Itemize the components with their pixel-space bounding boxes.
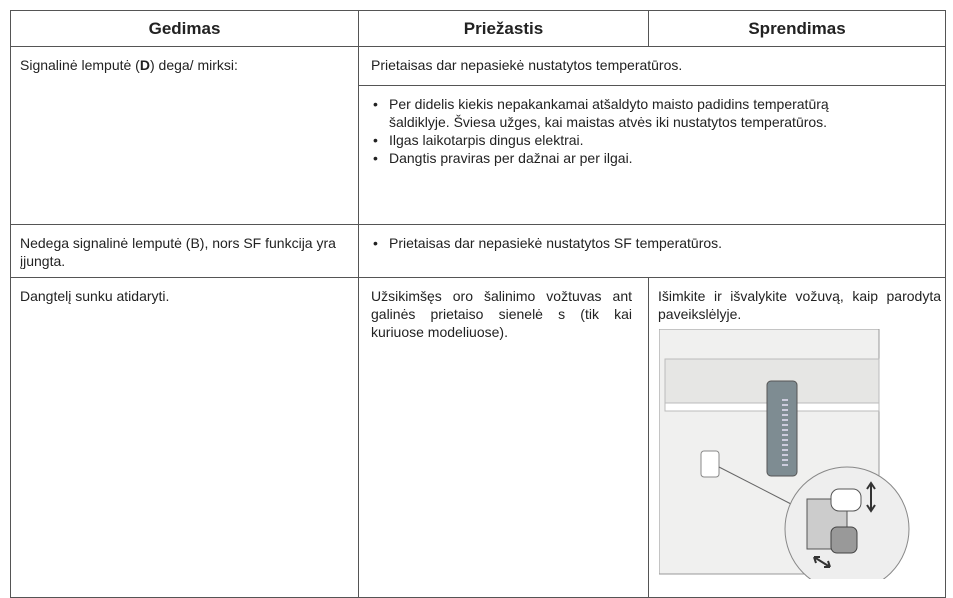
fault-cell: Signalinė lemputė (D) dega/ mirksi:: [10, 46, 359, 225]
fault-cell: Nedega signalinė lemputė (B), nors SF fu…: [10, 224, 359, 278]
text: Prietaisas dar nepasiekė nustatytos temp…: [371, 57, 683, 73]
text: Nedega signalinė lemputė (B), nors SF fu…: [20, 235, 336, 269]
text: Išimkite ir išvalykite vožuvą, kaip paro…: [658, 288, 941, 322]
bullet: Dangtis praviras per dažnai ar per ilgai…: [373, 149, 875, 167]
row: Nedega signalinė lemputė (B), nors SF fu…: [10, 224, 946, 278]
fault-cell: Dangtelį sunku atidaryti.: [10, 277, 359, 598]
cause-cell: Prietaisas dar nepasiekė nustatytos temp…: [358, 46, 946, 86]
text: Užsikimšęs oro šalinimo vožtuvas ant gal…: [371, 288, 632, 340]
header-row: Gedimas Priežastis Sprendimas: [10, 10, 946, 47]
text: ) dega/ mirksi:: [149, 57, 238, 73]
header-cell: Priežastis: [358, 10, 649, 47]
text: D: [139, 57, 150, 73]
header-cell: Sprendimas: [648, 10, 946, 47]
header-cell: Gedimas: [10, 10, 359, 47]
bullet: Ilgas laikotarpis dingus elektrai.: [373, 131, 875, 149]
bullet: Prietaisas dar nepasiekė nustatytos SF t…: [373, 234, 875, 252]
row: Signalinė lemputė (D) dega/ mirksi: Prie…: [10, 46, 946, 225]
cause-cell: Užsikimšęs oro šalinimo vožtuvas ant gal…: [358, 277, 649, 598]
valve-illustration: [659, 329, 910, 579]
text: Dangtelį sunku atidaryti.: [20, 288, 170, 304]
row: Dangtelį sunku atidaryti. Užsikimšęs oro…: [10, 277, 946, 598]
text: Signalinė lemputė (: [20, 57, 140, 73]
bullets-cell: Prietaisas dar nepasiekė nustatytos SF t…: [358, 224, 946, 278]
solution-cell: Išimkite ir išvalykite vožuvą, kaip paro…: [648, 277, 946, 598]
bullet-list: Prietaisas dar nepasiekė nustatytos SF t…: [371, 234, 935, 252]
bullet-list: Per didelis kiekis nepakankamai atšaldyt…: [371, 95, 935, 167]
bullet: Per didelis kiekis nepakankamai atšaldyt…: [373, 95, 875, 131]
troubleshooting-table: Gedimas Priežastis Sprendimas Signalinė …: [10, 10, 946, 598]
row: Per didelis kiekis nepakankamai atšaldyt…: [11, 85, 946, 225]
bullets-cell: Per didelis kiekis nepakankamai atšaldyt…: [358, 85, 946, 225]
